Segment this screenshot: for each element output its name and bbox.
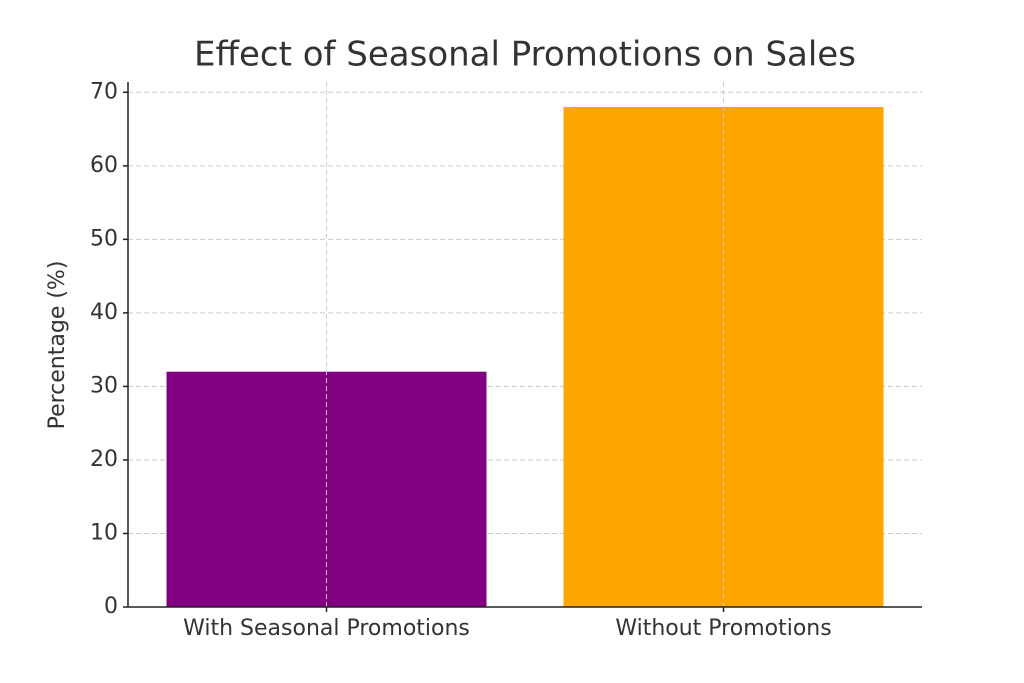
x-tick-label: Without Promotions: [615, 616, 831, 641]
y-tick-label: 70: [90, 79, 118, 104]
y-tick-label: 60: [90, 153, 118, 178]
y-tick-label: 0: [104, 594, 118, 619]
chart-title: Effect of Seasonal Promotions on Sales: [194, 35, 856, 75]
y-tick-label: 10: [90, 520, 118, 545]
y-tick-label: 30: [90, 373, 118, 398]
y-tick-label: 50: [90, 226, 118, 251]
y-tick-label: 20: [90, 447, 118, 472]
y-tick-label: 40: [90, 300, 118, 325]
x-tick-label: With Seasonal Promotions: [183, 616, 470, 641]
y-axis-label: Percentage (%): [45, 261, 70, 430]
